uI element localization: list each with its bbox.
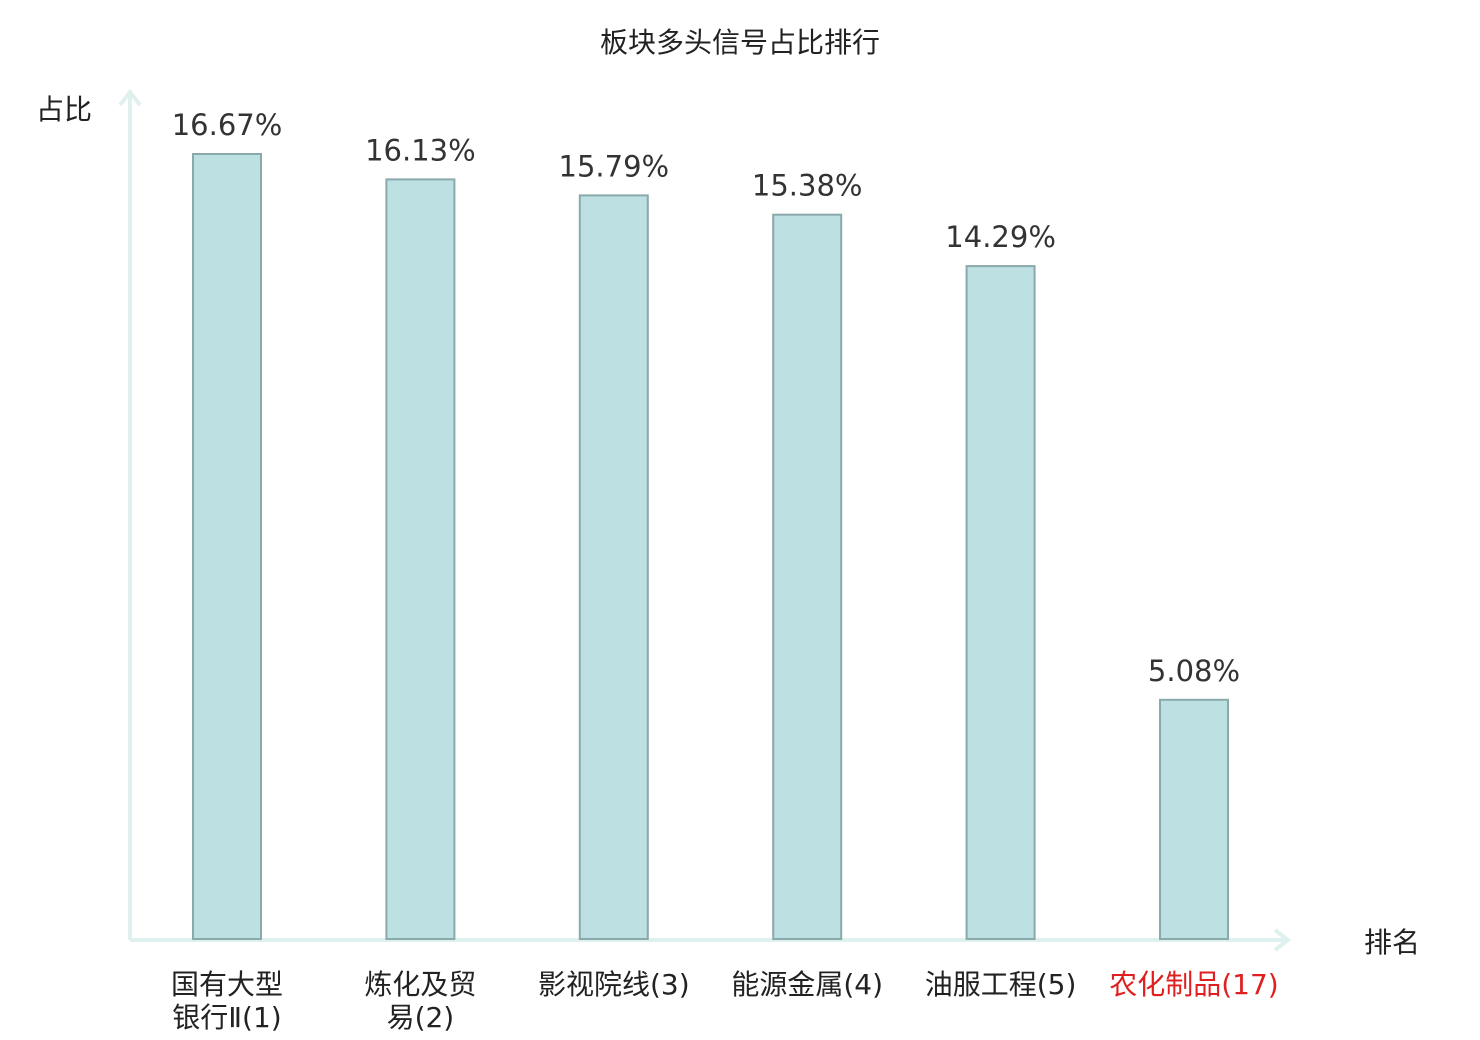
bar-4 [772,213,843,940]
bar-6 [1159,698,1229,940]
category-label-6: 农化制品(17) [1109,968,1278,1001]
category-label-line: 易(2) [387,1001,455,1034]
x-axis-title: 排名 [1364,926,1420,959]
value-label-1: 16.67% [172,108,283,142]
category-label-5: 油服工程(5) [925,968,1077,1001]
chart-title: 板块多头信号占比排行 [600,26,880,59]
bar-1 [192,153,262,940]
category-label-line: 影视院线(3) [538,968,690,1001]
value-labels-layer: 16.67% 16.13% 15.79% 15.38% 14.29% 5.08% [172,108,1240,688]
value-label-5: 14.29% [945,220,1056,254]
bar-3 [578,194,649,940]
category-label-1: 国有大型银行Ⅱ(1) [171,968,283,1034]
category-label-line: 银行Ⅱ(1) [172,1001,281,1034]
y-axis-title: 占比 [36,93,92,126]
category-labels-layer: 国有大型银行Ⅱ(1) 炼化及贸易(2) 影视院线(3) 能源金属(4) 油服工程(5) 农… [171,968,1279,1034]
bars-layer [192,153,1229,941]
value-label-6: 5.08% [1148,654,1240,688]
category-label-line: 农化制品(17) [1109,968,1278,1001]
category-label-line: 油服工程(5) [925,968,1077,1001]
category-label-4: 能源金属(4) [731,968,883,1001]
bar-5 [965,265,1036,941]
category-label-line: 炼化及贸 [364,968,476,1001]
value-label-3: 15.79% [559,149,670,183]
category-label-line: 能源金属(4) [731,968,883,1001]
category-label-2: 炼化及贸易(2) [364,968,476,1034]
category-label-line: 国有大型 [171,968,283,1001]
category-label-3: 影视院线(3) [538,968,690,1001]
y-axis [118,88,142,940]
x-axis [130,928,1292,952]
value-label-4: 15.38% [752,169,863,203]
value-label-2: 16.13% [365,133,476,167]
bar-2 [385,178,456,940]
